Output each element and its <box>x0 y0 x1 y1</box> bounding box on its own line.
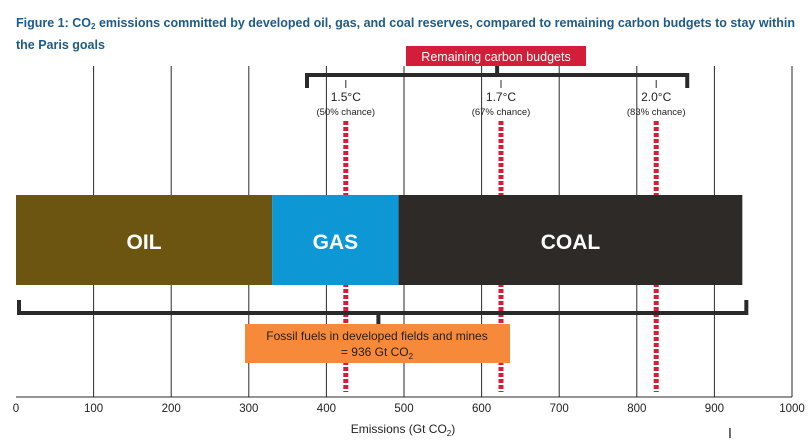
x-tick-label-300: 300 <box>239 403 258 415</box>
fossil-label-box <box>245 324 510 363</box>
stacked-bar: OIL GAS COAL <box>16 195 743 285</box>
chart-title: Figure 1: CO2 emissions committed by dev… <box>16 16 795 52</box>
x-axis-label: Emissions (Gt CO2) <box>351 422 455 438</box>
x-tick-label-600: 600 <box>472 403 491 415</box>
fossil-bracket <box>17 300 749 315</box>
budgets-bracket <box>305 73 690 88</box>
budgets-label-box <box>406 46 586 66</box>
budget-temp-label-1: 1.5°C <box>331 90 361 104</box>
x-tick-label-700: 700 <box>550 403 569 415</box>
x-axis: 0 100 200 300 400 500 600 700 800 900 1000 <box>13 396 805 415</box>
x-tick-label-400: 400 <box>317 403 336 415</box>
x-tick-label-0: 0 <box>13 403 19 415</box>
x-tick-label-800: 800 <box>627 403 646 415</box>
cursor-icon: I <box>728 425 732 441</box>
bar-label-oil: OIL <box>127 231 162 254</box>
budget-chance-label-3: (83% chance) <box>627 107 686 118</box>
bar-label-coal: COAL <box>541 231 601 254</box>
x-tick-label-500: 500 <box>394 403 413 415</box>
brackets: Remaining carbon budgets Fossil fuels in … <box>17 46 749 363</box>
budget-temp-label-3: 2.0°C <box>641 90 671 104</box>
bar-oil <box>16 195 273 285</box>
budgets-label: Remaining carbon budgets <box>421 50 570 64</box>
budget-chance-label-2: (67% chance) <box>472 107 531 118</box>
x-tick-label-1000: 1000 <box>779 403 805 415</box>
fossil-label-line2: = 936 Gt CO2 <box>341 345 414 361</box>
bar-gas <box>272 195 399 285</box>
budget-chance-label-1: (50% chance) <box>316 107 375 118</box>
bar-coal <box>398 195 743 285</box>
budget-temp-label-2: 1.7°C <box>486 90 516 104</box>
fossil-label-line1: Fossil fuels in developed fields and min… <box>266 329 487 343</box>
x-tick-label-900: 900 <box>705 403 724 415</box>
x-tick-label-200: 200 <box>162 403 181 415</box>
x-tick-label-100: 100 <box>84 403 103 415</box>
bar-label-gas: GAS <box>313 231 359 254</box>
